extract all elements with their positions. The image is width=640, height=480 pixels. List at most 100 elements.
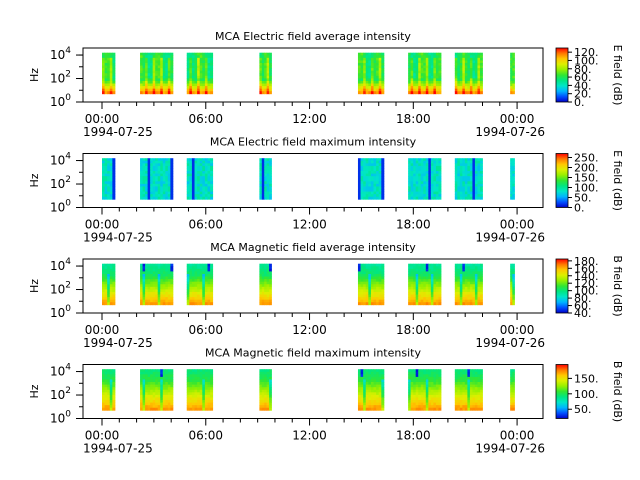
heatmap-cell xyxy=(207,405,211,409)
heatmap-cell xyxy=(157,191,161,195)
heatmap-cell xyxy=(155,374,159,378)
heatmap-cell xyxy=(438,384,442,388)
heatmap-cell xyxy=(107,165,111,169)
heatmap-cell xyxy=(150,181,154,185)
heatmap-cell xyxy=(261,271,265,275)
heatmap-cell xyxy=(264,55,268,59)
heatmap-cell xyxy=(199,194,203,198)
heatmap-cell xyxy=(160,68,164,72)
heatmap-cell xyxy=(438,291,442,295)
heatmap-cell xyxy=(420,168,424,172)
heatmap-cell xyxy=(469,271,473,275)
heatmap-cell xyxy=(408,266,412,270)
heatmap-cell xyxy=(381,191,385,195)
heatmap-cell xyxy=(477,394,481,398)
heatmap-cell xyxy=(469,189,473,192)
heatmap-cell xyxy=(415,57,419,61)
data-interval xyxy=(454,369,483,411)
heatmap-cell xyxy=(155,86,159,90)
heatmap-cell xyxy=(207,55,211,59)
heatmap-cell xyxy=(102,158,105,162)
heatmap-cell xyxy=(266,60,270,64)
heatmap-cell xyxy=(155,299,159,303)
heatmap-cell xyxy=(457,387,461,391)
heatmap-cell xyxy=(370,374,374,378)
heatmap-cell xyxy=(457,294,461,298)
heatmap-cell xyxy=(269,392,272,396)
heatmap-cell xyxy=(464,371,468,375)
heatmap-cell xyxy=(165,73,169,77)
heatmap-cell xyxy=(457,165,461,169)
heatmap-cell xyxy=(510,389,513,393)
heatmap-cell xyxy=(425,299,429,303)
heatmap-cell xyxy=(150,402,154,406)
heatmap-cell xyxy=(197,168,201,172)
heatmap-cell xyxy=(264,297,268,301)
heatmap-cell xyxy=(162,165,166,169)
heatmap-cell xyxy=(152,297,156,301)
heatmap-cell xyxy=(373,302,377,306)
heatmap-cell xyxy=(415,379,419,383)
heatmap-cell xyxy=(210,173,214,177)
heatmap-cell xyxy=(102,189,105,192)
heatmap-cell xyxy=(479,194,483,198)
heatmap-cell xyxy=(160,83,164,87)
heatmap-cell xyxy=(474,178,478,182)
heatmap-cell xyxy=(415,165,419,169)
heatmap-cell xyxy=(109,80,113,84)
heatmap-cell xyxy=(363,70,367,74)
heatmap-cell xyxy=(368,402,372,406)
heatmap-cell xyxy=(467,158,471,162)
heatmap-cell xyxy=(207,387,211,391)
heatmap-cell xyxy=(162,176,166,180)
heatmap-cell xyxy=(373,266,377,270)
heatmap-cell xyxy=(410,371,414,375)
heatmap-cell xyxy=(430,402,434,406)
heatmap-cell xyxy=(438,289,442,293)
heatmap-cell xyxy=(207,52,211,56)
heatmap-cell xyxy=(430,88,434,92)
heatmap-cell xyxy=(266,266,270,270)
heatmap-cell xyxy=(147,289,151,293)
heatmap-cell xyxy=(408,173,412,177)
heatmap-cell xyxy=(512,91,515,95)
heatmap-cell xyxy=(197,289,201,293)
heatmap-cell xyxy=(408,299,412,303)
heatmap-cell xyxy=(408,75,412,79)
heatmap-cell xyxy=(363,291,367,295)
heatmap-cell xyxy=(360,158,364,162)
heatmap-cell xyxy=(162,284,166,288)
heatmap-cell xyxy=(266,291,270,295)
heatmap-cell xyxy=(210,407,214,411)
heatmap-cell xyxy=(197,176,201,180)
heatmap-cell xyxy=(423,382,427,386)
heatmap-cell xyxy=(152,268,156,272)
heatmap-cell xyxy=(109,191,113,195)
heatmap-cell xyxy=(104,273,108,277)
heatmap-cell xyxy=(112,400,116,403)
heatmap-cell xyxy=(112,392,116,396)
heatmap-cell xyxy=(152,273,156,277)
heatmap-cell xyxy=(197,263,201,267)
heatmap-cell xyxy=(430,168,434,172)
heatmap-cell xyxy=(197,78,201,82)
heatmap-cell xyxy=(207,91,211,95)
heatmap-cell xyxy=(428,196,432,200)
heatmap-cell xyxy=(112,266,116,270)
heatmap-cell xyxy=(167,60,171,64)
heatmap-cell xyxy=(109,88,113,92)
heatmap-cell xyxy=(165,178,169,182)
heatmap-cell xyxy=(462,407,466,411)
heatmap-cell xyxy=(464,165,468,169)
heatmap-cell xyxy=(418,291,422,295)
heatmap-cell xyxy=(142,78,146,82)
heatmap-cell xyxy=(368,68,372,72)
heatmap-cell xyxy=(438,173,442,177)
heatmap-cell xyxy=(199,191,203,195)
heatmap-cell xyxy=(368,392,372,396)
heatmap-cell xyxy=(510,387,513,391)
heatmap-cell xyxy=(433,286,437,290)
heatmap-cell xyxy=(157,407,161,411)
heatmap-cell xyxy=(112,70,116,74)
heatmap-cell xyxy=(165,400,169,403)
